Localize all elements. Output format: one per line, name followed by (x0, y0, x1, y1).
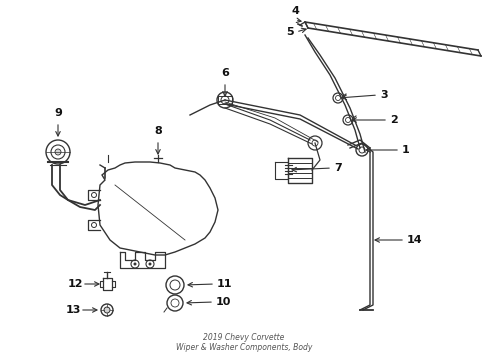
Circle shape (221, 96, 228, 104)
Circle shape (358, 147, 364, 153)
Polygon shape (98, 162, 218, 255)
Text: 11: 11 (217, 279, 232, 289)
Text: 1: 1 (401, 145, 409, 155)
Text: 2019 Chevy Corvette
Wiper & Washer Components, Body: 2019 Chevy Corvette Wiper & Washer Compo… (176, 333, 311, 352)
Text: 4: 4 (290, 6, 298, 16)
Text: 8: 8 (154, 126, 162, 136)
Circle shape (345, 117, 350, 122)
Text: 13: 13 (66, 305, 81, 315)
Circle shape (104, 307, 110, 313)
Text: 10: 10 (216, 297, 231, 307)
Circle shape (148, 262, 151, 266)
Circle shape (335, 95, 340, 100)
Text: 9: 9 (54, 108, 62, 118)
Circle shape (51, 145, 65, 159)
Text: 12: 12 (68, 279, 83, 289)
Text: 6: 6 (221, 68, 228, 78)
Text: 2: 2 (389, 115, 397, 125)
Circle shape (133, 262, 136, 266)
Text: 7: 7 (333, 163, 341, 173)
Circle shape (55, 149, 61, 155)
Text: 3: 3 (379, 90, 387, 100)
Circle shape (311, 140, 317, 146)
Text: 5: 5 (286, 27, 293, 37)
Text: 14: 14 (406, 235, 422, 245)
